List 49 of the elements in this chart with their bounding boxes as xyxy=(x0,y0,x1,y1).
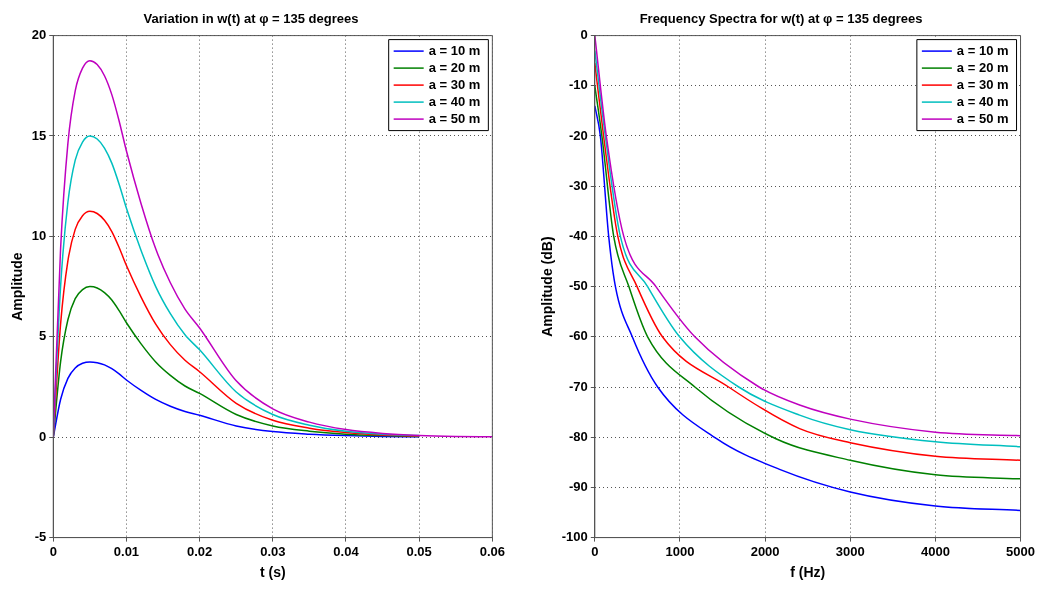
chart-title: Variation in w(t) at φ = 135 degrees xyxy=(143,11,359,27)
legend-label: a = 40 m xyxy=(428,93,481,109)
legend-label: a = 20 m xyxy=(428,59,481,75)
legend-label: a = 50 m xyxy=(956,110,1009,126)
chart-title: Frequency Spectra for w(t) at φ = 135 degrees xyxy=(639,11,923,27)
y-tick-label: 15 xyxy=(31,127,47,143)
y-tick-label: -20 xyxy=(569,127,588,143)
y-tick-label: -90 xyxy=(569,478,588,494)
legend-label: a = 20 m xyxy=(956,59,1009,75)
x-tick-label: 0 xyxy=(49,543,57,559)
y-tick-label: -40 xyxy=(569,227,588,243)
line-series xyxy=(53,361,420,438)
x-tick-label: 0.01 xyxy=(113,543,140,559)
y-tick-label: -5 xyxy=(34,529,47,545)
x-tick-label: 0.06 xyxy=(479,543,506,559)
y-tick-label: 0 xyxy=(39,428,47,444)
y-tick-label: 20 xyxy=(31,27,47,43)
x-tick-label: 2000 xyxy=(750,543,780,559)
y-axis-title: Amplitude (dB) xyxy=(539,236,556,337)
legend-label: a = 40 m xyxy=(956,93,1009,109)
y-tick-label: -80 xyxy=(569,428,588,444)
x-axis-title: t (s) xyxy=(259,564,286,581)
x-tick-label: 0.02 xyxy=(186,543,213,559)
legend-label: a = 50 m xyxy=(428,110,481,126)
y-tick-label: -10 xyxy=(569,77,588,93)
x-tick-label: 0.05 xyxy=(406,543,432,559)
legend-label: a = 10 m xyxy=(956,42,1009,58)
x-tick-label: 3000 xyxy=(835,543,865,559)
y-axis-title: Amplitude xyxy=(9,252,26,321)
x-tick-label: 1000 xyxy=(665,543,695,559)
y-tick-label: -60 xyxy=(569,328,588,344)
legend-label: a = 10 m xyxy=(428,42,481,58)
x-tick-label: 0.03 xyxy=(260,543,286,559)
y-tick-label: 5 xyxy=(39,328,47,344)
x-axis-title: f (Hz) xyxy=(790,564,826,581)
x-tick-label: 5000 xyxy=(1006,543,1035,559)
y-tick-label: -50 xyxy=(569,278,588,294)
legend-label: a = 30 m xyxy=(428,76,481,92)
y-tick-label: -70 xyxy=(569,378,588,394)
y-tick-label: 10 xyxy=(31,227,47,243)
y-tick-label: -30 xyxy=(569,177,588,193)
x-tick-label: 4000 xyxy=(920,543,950,559)
x-tick-label: 0 xyxy=(591,543,599,559)
legend-label: a = 30 m xyxy=(956,76,1009,92)
line-series xyxy=(53,210,420,438)
x-tick-label: 0.04 xyxy=(333,543,360,559)
line-series xyxy=(53,59,493,438)
y-tick-label: -100 xyxy=(561,529,588,545)
y-tick-label: 0 xyxy=(580,27,588,43)
